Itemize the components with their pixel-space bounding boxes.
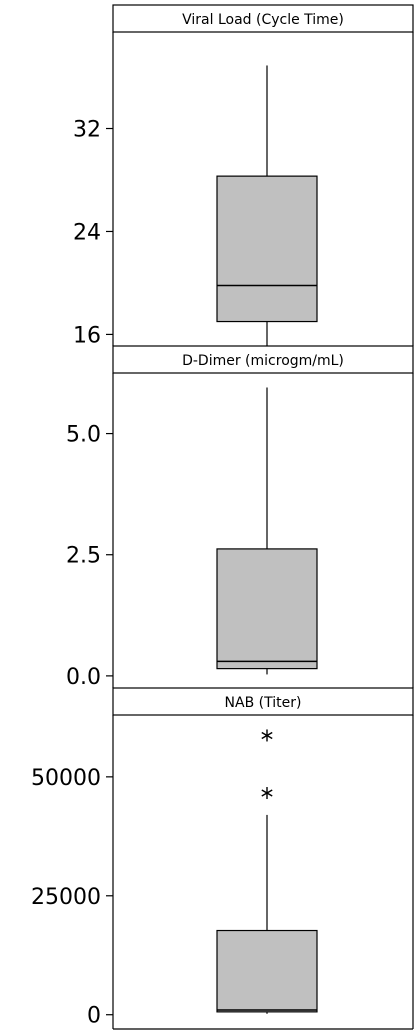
outlier-marker [261,729,273,742]
iqr-box [216,175,318,323]
panel-viral-load: Viral Load (Cycle Time) 16 24 32 [73,4,414,348]
y-tick-label: 25000 [31,885,101,910]
y-tick-label: 32 [73,118,101,143]
panel-d-dimer: D-Dimer (microgm/mL) 0.0 2.5 5.0 [66,345,414,690]
y-tick-label: 2.5 [66,544,101,569]
panel-2-title: D-Dimer (microgm/mL) [182,353,344,369]
panel-2-strip [112,345,414,374]
panel-nab: NAB (Titer) 0 25000 50000 [31,687,414,1030]
panel-1-boxplot [216,65,318,348]
iqr-box [216,929,318,1013]
y-tick-label: 5.0 [66,423,101,448]
y-tick-label: 50000 [31,766,101,791]
panel-2-ticks: 0.0 2.5 5.0 [66,423,113,690]
y-tick-label: 16 [73,323,101,348]
panel-3-title: NAB (Titer) [225,695,302,711]
panel-2-boxplot [216,387,318,675]
panel-3-outliers [261,729,273,800]
panel-1-title: Viral Load (Cycle Time) [182,12,344,28]
panel-3-ticks: 0 25000 50000 [31,766,113,1029]
panel-3-boxplot [216,814,318,1014]
panel-1-ticks: 16 24 32 [73,118,113,348]
panel-3-strip [112,687,414,716]
outlier-marker [261,787,273,800]
panel-1-strip [112,4,414,33]
y-tick-label: 0.0 [66,665,101,690]
y-tick-label: 24 [73,220,101,245]
y-tick-label: 0 [87,1004,101,1029]
iqr-box [216,548,318,670]
